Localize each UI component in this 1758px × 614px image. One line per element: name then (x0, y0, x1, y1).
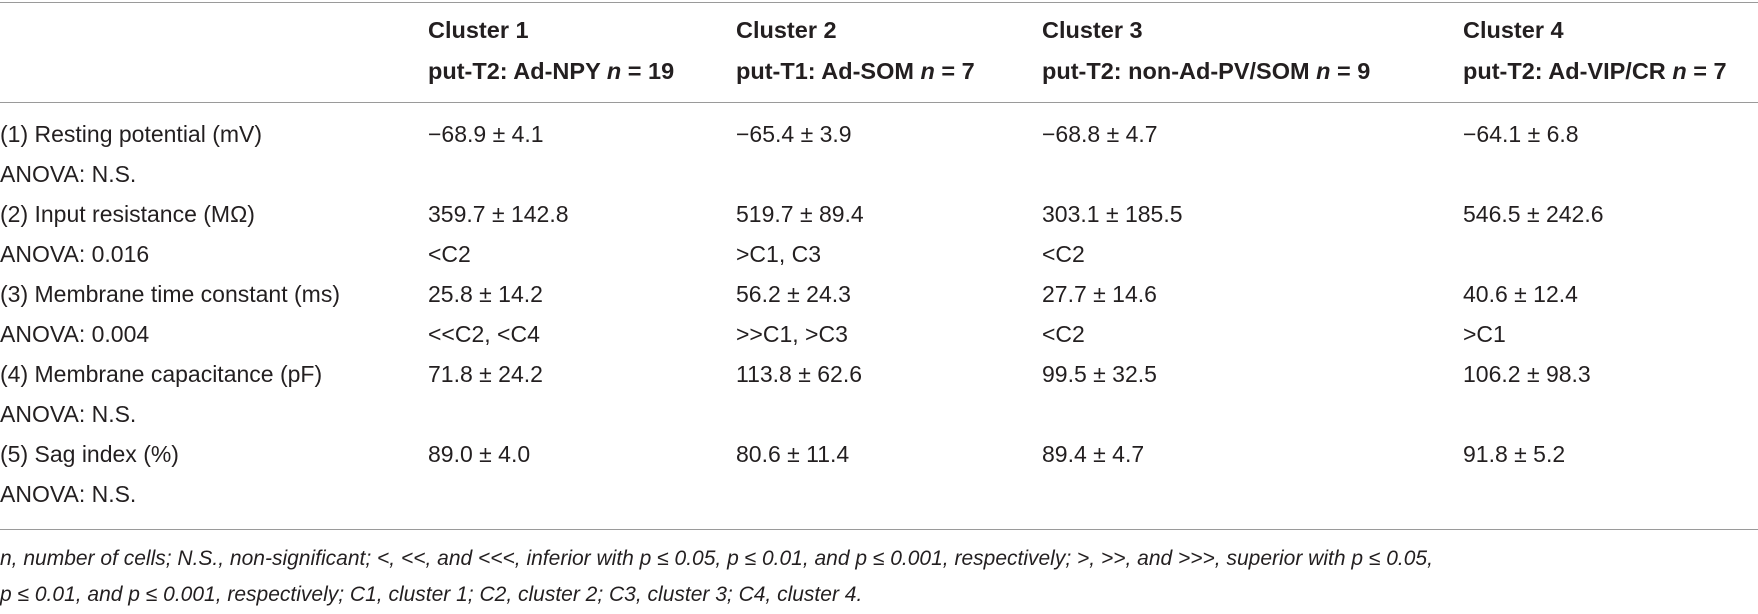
column-title-cluster-3: Cluster 3 (1042, 17, 1143, 43)
table-cell: 303.1 ± 185.5 (1042, 201, 1183, 227)
column-subtitle-text: put-T2: non-Ad-PV/SOM (1042, 58, 1310, 84)
row-label-membrane-time-constant: (3) Membrane time constant (ms) (0, 281, 340, 307)
row-anova-membrane-time-constant: ANOVA: 0.004 (0, 321, 150, 347)
column-subtitle-cluster-4: put-T2: Ad-VIP/CR n = 7 (1463, 57, 1727, 85)
n-label: n (1672, 58, 1687, 84)
n-value: = 19 (627, 58, 675, 84)
n-label: n (920, 58, 935, 84)
table-cell: 99.5 ± 32.5 (1042, 361, 1157, 387)
table-cell: 25.8 ± 14.2 (428, 281, 543, 307)
column-subtitle-cluster-3: put-T2: non-Ad-PV/SOM n = 9 (1042, 57, 1370, 85)
n-value: = 9 (1337, 58, 1371, 84)
row-label-sag-index: (5) Sag index (%) (0, 441, 179, 467)
table-cell: 89.0 ± 4.0 (428, 441, 531, 467)
table-cell: 546.5 ± 242.6 (1463, 201, 1604, 227)
table-cell: 56.2 ± 24.3 (736, 281, 851, 307)
column-subtitle-text: put-T1: Ad-SOM (736, 58, 914, 84)
n-value: = 7 (1693, 58, 1727, 84)
row-anova-resting-potential: ANOVA: N.S. (0, 161, 137, 187)
posthoc-cell: <C2 (1042, 321, 1085, 347)
n-label: n (606, 58, 622, 84)
row-label-resting-potential: (1) Resting potential (mV) (0, 121, 263, 147)
column-subtitle-cluster-2: put-T1: Ad-SOM n = 7 (736, 57, 975, 85)
footnote-line-1: n, number of cells; N.S., non-significan… (0, 547, 1433, 570)
column-title-cluster-2: Cluster 2 (736, 17, 837, 43)
posthoc-cell: >>C1, >C3 (736, 321, 848, 347)
table-cell: 106.2 ± 98.3 (1463, 361, 1591, 387)
table-cell: −64.1 ± 6.8 (1463, 121, 1579, 147)
table-cell: 113.8 ± 62.6 (736, 361, 863, 387)
table-cell: 519.7 ± 89.4 (736, 201, 864, 227)
posthoc-cell: >C1 (1463, 321, 1506, 347)
table-header-rule (0, 102, 1758, 103)
column-subtitle-text: put-T2: Ad-VIP/CR (1463, 58, 1666, 84)
posthoc-cell: <<C2, <C4 (428, 321, 540, 347)
table-cell: −68.9 ± 4.1 (428, 121, 544, 147)
table-cell: 27.7 ± 14.6 (1042, 281, 1157, 307)
column-title-cluster-1: Cluster 1 (428, 17, 529, 43)
column-title-cluster-4: Cluster 4 (1463, 17, 1564, 43)
table-cell: 89.4 ± 4.7 (1042, 441, 1145, 467)
row-label-membrane-capacitance: (4) Membrane capacitance (pF) (0, 361, 323, 387)
n-value: = 7 (941, 58, 975, 84)
posthoc-cell: <C2 (428, 241, 471, 267)
row-anova-membrane-capacitance: ANOVA: N.S. (0, 401, 137, 427)
n-label: n (1316, 58, 1331, 84)
table-bottom-rule (0, 529, 1758, 530)
table-footnote: n, number of cells; N.S., non-significan… (0, 541, 1756, 613)
footnote-line-2: p ≤ 0.01, and p ≤ 0.001, respectively; C… (0, 583, 863, 606)
posthoc-cell: >C1, C3 (736, 241, 822, 267)
table-cell: 80.6 ± 11.4 (736, 441, 850, 467)
table-cell: 71.8 ± 24.2 (428, 361, 543, 387)
table-cell: 91.8 ± 5.2 (1463, 441, 1566, 467)
column-subtitle-text: put-T2: Ad-NPY (428, 58, 601, 84)
posthoc-cell: <C2 (1042, 241, 1085, 267)
row-anova-input-resistance: ANOVA: 0.016 (0, 241, 150, 267)
row-anova-sag-index: ANOVA: N.S. (0, 481, 137, 507)
column-subtitle-cluster-1: put-T2: Ad-NPY n = 19 (428, 57, 674, 85)
table-cell: −68.8 ± 4.7 (1042, 121, 1158, 147)
table-cell: 359.7 ± 142.8 (428, 201, 569, 227)
row-label-input-resistance: (2) Input resistance (MΩ) (0, 201, 255, 227)
table-cell: 40.6 ± 12.4 (1463, 281, 1578, 307)
table-top-rule (0, 2, 1758, 3)
table-cell: −65.4 ± 3.9 (736, 121, 852, 147)
